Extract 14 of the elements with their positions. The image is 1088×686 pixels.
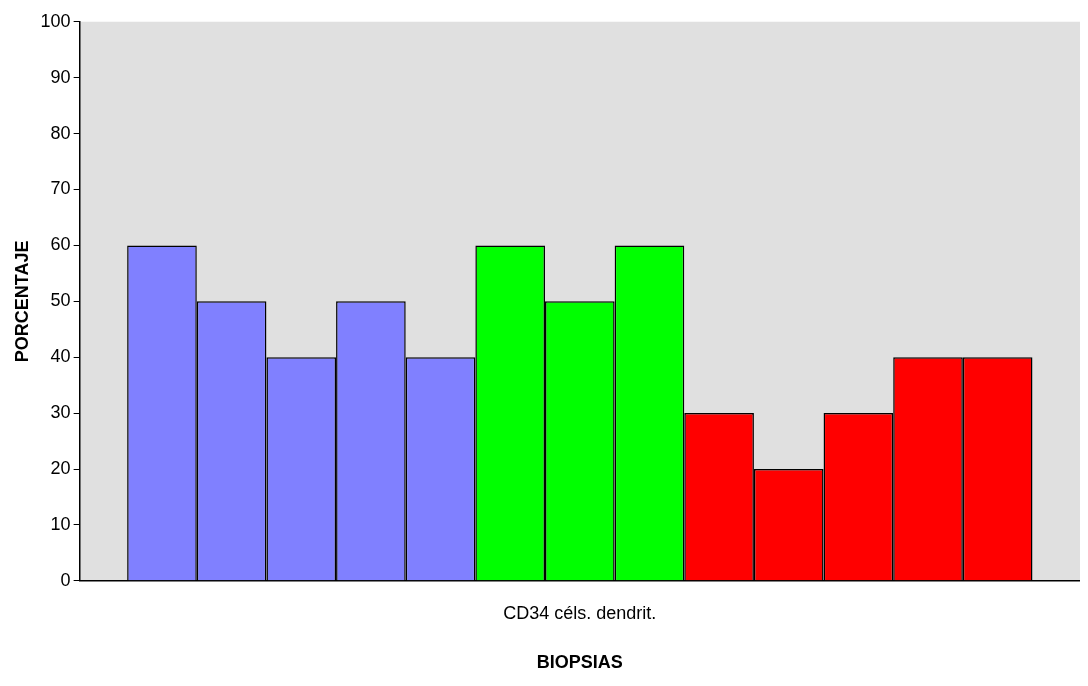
y-tick-label: 10 bbox=[50, 513, 71, 534]
y-tick-label: 60 bbox=[50, 234, 71, 255]
x-axis-title: BIOPSIAS bbox=[536, 652, 623, 673]
y-tick-label: 100 bbox=[40, 10, 71, 31]
y-tick-label: 80 bbox=[50, 122, 71, 143]
x-tick-label: CD34 céls. dendrit. bbox=[503, 602, 657, 623]
y-tick-label: 20 bbox=[50, 457, 71, 478]
y-tick-label: 30 bbox=[50, 402, 71, 423]
y-tick-label: 0 bbox=[60, 569, 71, 590]
y-axis-title: PORCENTAJE bbox=[11, 240, 32, 363]
y-tick-label: 40 bbox=[50, 346, 71, 367]
y-tick-label: 70 bbox=[50, 178, 71, 199]
y-tick-label: 50 bbox=[50, 290, 71, 311]
y-tick-label: 90 bbox=[50, 66, 71, 87]
